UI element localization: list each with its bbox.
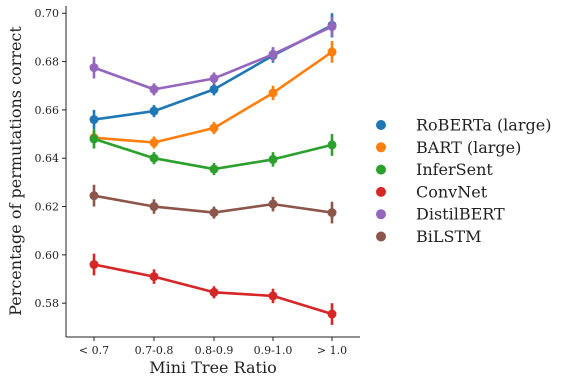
data-point — [89, 115, 99, 125]
data-point — [209, 164, 219, 174]
legend-marker — [376, 142, 386, 153]
data-point — [268, 49, 278, 59]
data-point — [327, 140, 337, 150]
data-point — [89, 63, 99, 73]
data-point — [149, 153, 159, 163]
legend-label: BART (large) — [416, 138, 521, 157]
data-point — [149, 272, 159, 282]
legend-label: BiLSTM — [416, 227, 482, 246]
data-point — [149, 138, 159, 148]
x-tick-label: 0.9-1.0 — [254, 344, 293, 357]
x-axis-title: Mini Tree Ratio — [149, 358, 276, 377]
data-point — [268, 88, 278, 98]
legend: RoBERTa (large) BART (large) InferSent Conv… — [376, 116, 551, 246]
data-point — [89, 191, 99, 201]
data-point — [149, 106, 159, 116]
data-point — [89, 134, 99, 144]
data-point — [209, 208, 219, 218]
series-bilstm — [89, 184, 337, 224]
series-convnet — [89, 253, 337, 325]
legend-marker — [376, 231, 386, 242]
data-point — [327, 208, 337, 218]
y-tick-label: 0.60 — [35, 249, 60, 262]
y-tick-label: 0.70 — [35, 7, 60, 20]
data-point — [209, 123, 219, 133]
x-tick-label: < 0.7 — [79, 344, 109, 357]
legend-marker — [376, 209, 386, 220]
series-distilbert — [89, 16, 337, 96]
y-tick-label: 0.58 — [35, 297, 60, 310]
x-tick-label: 0.7-0.8 — [135, 344, 174, 357]
series-infersent — [89, 129, 337, 176]
legend-label: InferSent — [416, 160, 493, 179]
x-ticks: < 0.7 0.7-0.8 0.8-0.9 0.9-1.0 > 1.0 — [79, 337, 347, 357]
y-tick-label: 0.68 — [35, 56, 60, 69]
legend-label: ConvNet — [416, 182, 488, 201]
data-point — [209, 84, 219, 94]
x-tick-label: 0.8-0.9 — [195, 344, 234, 357]
data-point — [209, 73, 219, 83]
data-point — [327, 309, 337, 319]
data-point — [149, 84, 159, 94]
y-tick-label: 0.64 — [35, 152, 60, 165]
series-roberta-large — [89, 13, 337, 130]
y-tick-label: 0.66 — [35, 104, 60, 117]
x-tick-label: > 1.0 — [317, 344, 347, 357]
data-point — [268, 199, 278, 209]
legend-label: RoBERTa (large) — [416, 116, 551, 135]
data-point — [327, 22, 337, 32]
legend-label: DistilBERT — [416, 205, 505, 224]
legend-marker — [376, 186, 386, 197]
series-group — [89, 13, 337, 325]
data-point — [268, 154, 278, 164]
y-axis-title: Percentage of permutations correct — [6, 26, 25, 316]
data-point — [149, 202, 159, 212]
legend-marker — [376, 164, 386, 175]
data-point — [209, 287, 219, 297]
y-tick-label: 0.62 — [35, 201, 60, 214]
data-point — [268, 291, 278, 301]
data-point — [327, 47, 337, 57]
legend-marker — [376, 120, 386, 130]
y-ticks: 0.58 0.60 0.62 0.64 0.66 0.68 0.70 — [35, 7, 66, 310]
data-point — [89, 260, 99, 270]
